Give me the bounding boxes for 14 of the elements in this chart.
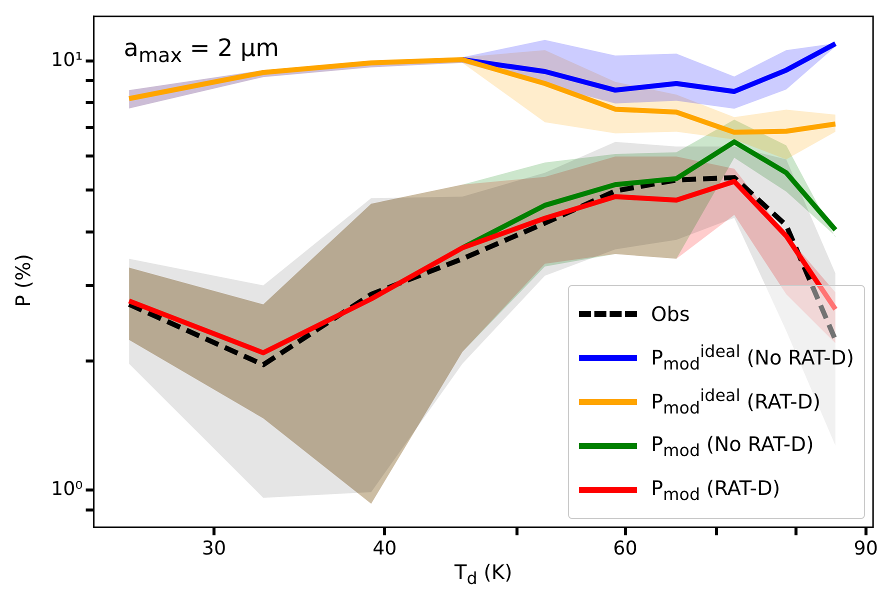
legend-label: P$_{mod}$$^{ideal}$ (RAT-D) xyxy=(650,386,821,418)
x-tick-label: 60 xyxy=(613,538,638,560)
x-tick-label: 40 xyxy=(372,538,397,560)
x-axis-title: T$_{d}$ (K) xyxy=(453,560,514,588)
y-tick-label: 10⁰ xyxy=(50,478,83,500)
y-tick-label: 10¹ xyxy=(50,48,83,71)
legend-label: P$_{mod}$$^{ideal}$ (No RAT-D) xyxy=(650,342,854,374)
x-tick-label: 30 xyxy=(202,538,226,560)
annotation: a$_{max}$ = 2 μm xyxy=(124,34,279,68)
legend-label: P$_{mod}$ (No RAT-D) xyxy=(650,432,814,460)
y-axis-title: P (%) xyxy=(11,254,35,307)
x-tick-label: 90 xyxy=(854,538,878,560)
legend-label: Obs xyxy=(650,302,690,326)
legend-label: P$_{mod}$ (RAT-D) xyxy=(650,476,780,504)
